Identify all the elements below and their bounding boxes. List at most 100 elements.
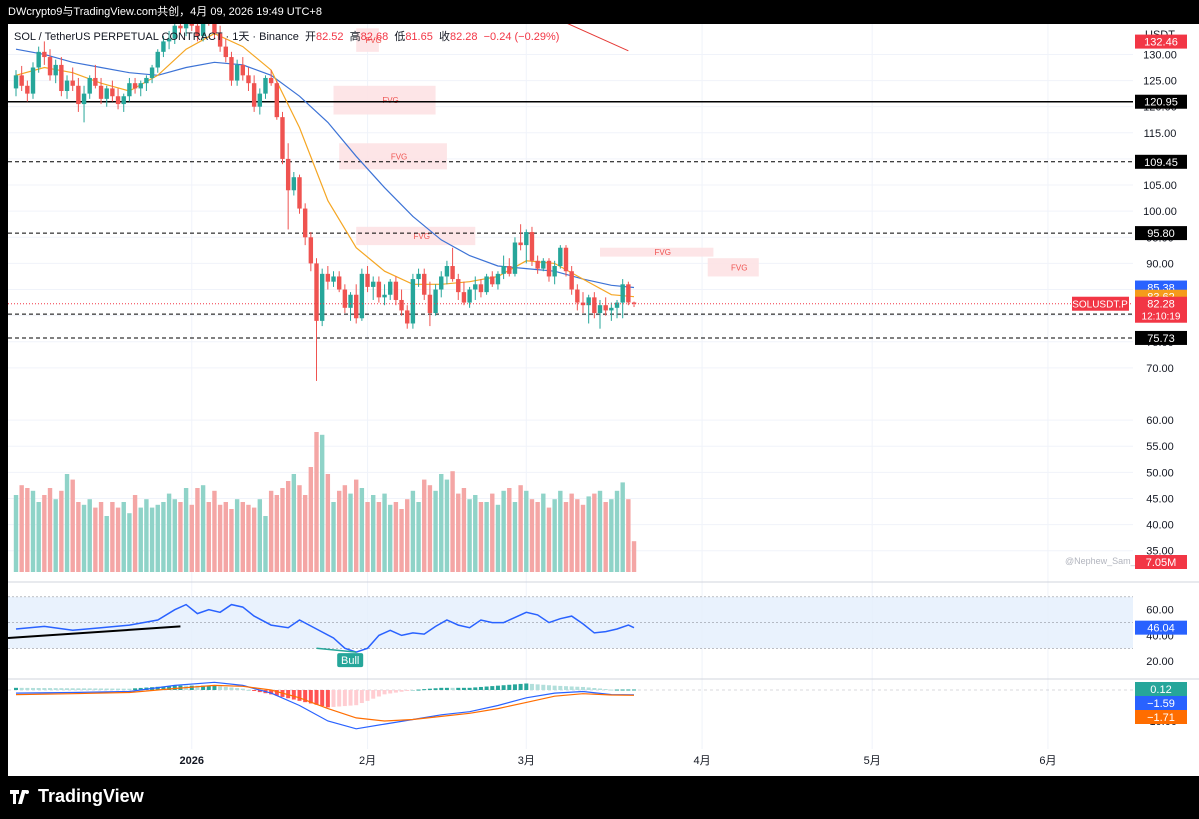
candle-body[interactable] [473,284,478,290]
candle-body[interactable] [178,25,183,29]
candle-body[interactable] [25,85,30,94]
candle-body[interactable] [138,83,143,89]
candle-body[interactable] [563,247,569,272]
candle-body[interactable] [433,289,438,314]
candle-body[interactable] [115,96,121,105]
candle-body[interactable] [512,242,518,274]
candle-body[interactable] [121,96,126,105]
candle-body[interactable] [597,305,603,314]
candle-body[interactable] [450,266,455,280]
candle-body[interactable] [81,93,87,105]
candle-body[interactable] [371,281,376,287]
candle-body[interactable] [552,266,557,277]
candle-body[interactable] [609,307,614,311]
candle-body[interactable] [444,266,450,277]
candle-body[interactable] [161,41,166,52]
candle-body[interactable] [314,263,319,321]
candle-body[interactable] [212,20,217,34]
candle-body[interactable] [399,299,404,311]
candle-body[interactable] [348,294,353,308]
candle-body[interactable] [132,83,138,89]
chart-canvas[interactable]: 70.0075.0080.0085.0090.0095.00100.00105.… [7,7,1199,776]
candle-body[interactable] [558,247,563,267]
candle-body[interactable] [439,276,444,290]
candle-body[interactable] [620,284,625,303]
candle-body[interactable] [365,273,370,287]
candle-body[interactable] [166,38,172,42]
candle-body[interactable] [19,75,24,86]
candle-body[interactable] [422,273,427,295]
candle-body[interactable] [529,232,535,261]
candle-body[interactable] [87,77,92,94]
candle-body[interactable] [569,271,574,290]
candle-body[interactable] [144,77,149,84]
candle-body[interactable] [234,64,240,81]
candle-body[interactable] [614,302,620,308]
candle-body[interactable] [331,276,336,282]
candle-body[interactable] [603,305,608,311]
candle-body[interactable] [291,177,297,191]
rsi-trendline[interactable] [7,625,181,639]
candle-body[interactable] [359,273,365,319]
candle-body[interactable] [13,75,19,89]
candle-body[interactable] [580,302,586,306]
candle-body[interactable] [507,266,512,274]
candle-body[interactable] [59,64,64,92]
candle-body[interactable] [76,85,81,105]
candle-body[interactable] [257,93,263,107]
candle-body[interactable] [246,75,251,84]
candle-body[interactable] [200,15,206,37]
candle-body[interactable] [416,273,421,280]
candle-body[interactable] [631,302,637,304]
candle-body[interactable] [189,17,194,26]
chart-svg[interactable]: 70.0075.0080.0085.0090.0095.00100.00105.… [7,7,1199,776]
candle-body[interactable] [223,46,228,58]
candle-body[interactable] [592,297,597,314]
candle-body[interactable] [575,289,580,303]
candle-body[interactable] [490,276,495,285]
candle-body[interactable] [393,281,399,300]
candle-body[interactable] [484,276,489,293]
candle-body[interactable] [336,276,342,290]
candle-body[interactable] [217,33,223,47]
candle-body[interactable] [155,51,160,68]
candle-body[interactable] [410,279,416,324]
candle-body[interactable] [427,294,433,314]
candle-body[interactable] [98,85,104,99]
candle-body[interactable] [626,284,631,303]
candle-body[interactable] [149,67,155,78]
candle-body[interactable] [376,281,382,298]
candle-body[interactable] [461,292,467,303]
candle-body[interactable] [53,64,58,76]
candle-body[interactable] [405,310,410,324]
candle-body[interactable] [70,80,75,86]
candle-body[interactable] [342,289,348,308]
candle-body[interactable] [586,297,591,306]
candle-body[interactable] [456,279,461,293]
candle-body[interactable] [64,80,70,92]
candle-body[interactable] [354,294,359,319]
candle-body[interactable] [195,25,200,37]
candle-body[interactable] [268,77,274,84]
candle-body[interactable] [172,25,177,39]
candle-body[interactable] [308,237,314,264]
candle-body[interactable] [280,117,285,159]
candle-body[interactable] [36,51,41,68]
candle-body[interactable] [127,83,132,97]
candle-body[interactable] [546,260,552,277]
candle-body[interactable] [285,158,291,191]
candle-body[interactable] [30,67,36,94]
candle-body[interactable] [319,273,325,321]
candle-body[interactable] [535,260,540,269]
candle-body[interactable] [524,232,529,246]
candle-body[interactable] [467,289,472,303]
candle-body[interactable] [302,208,308,238]
candle-body[interactable] [388,281,393,295]
symbol-title[interactable]: SOL / TetherUS PERPETUAL CONTRACT · 1天 ·… [14,31,299,43]
candle-body[interactable] [274,83,280,118]
candle-body[interactable] [495,273,501,285]
candle-body[interactable] [42,51,47,58]
candle-body[interactable] [93,77,98,86]
candle-body[interactable] [229,57,234,81]
candle-body[interactable] [518,242,523,246]
